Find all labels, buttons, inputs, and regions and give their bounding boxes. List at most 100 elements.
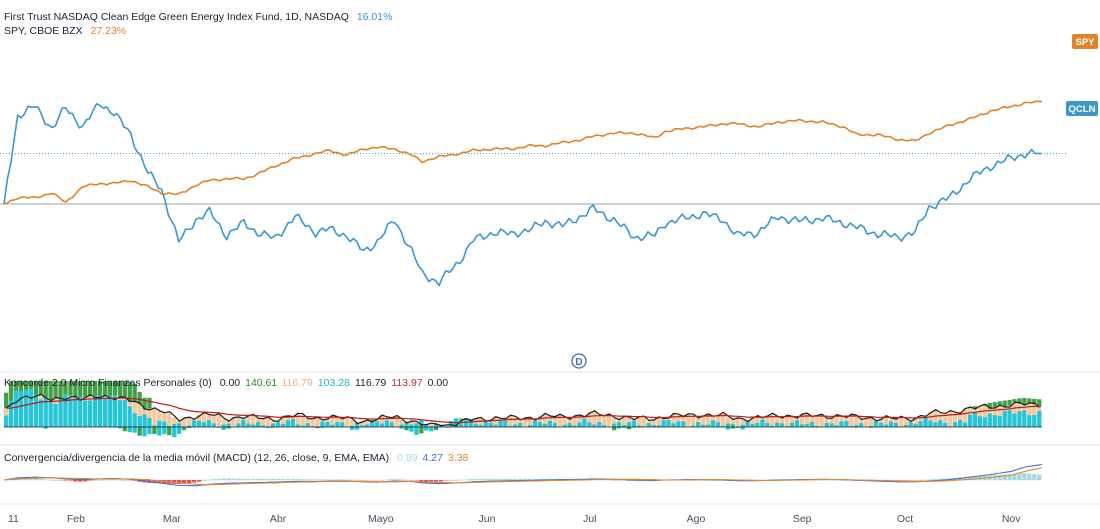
macd-histogram-bar: [88, 480, 93, 481]
macd-histogram-bar: [473, 478, 478, 480]
koncorde-cyan-bar: [977, 416, 982, 427]
koncorde-bar: [612, 418, 617, 427]
koncorde-bar: [394, 415, 399, 427]
koncorde-cyan-bar: [261, 425, 266, 427]
koncorde-bar: [261, 418, 266, 427]
koncorde-cyan-bar: [834, 425, 839, 427]
koncorde-cyan-bar: [982, 417, 987, 427]
macd-histogram-bar: [335, 479, 340, 480]
koncorde-cyan-bar: [498, 420, 503, 427]
koncorde-green-bar: [1037, 399, 1042, 408]
koncorde-cyan-bar: [13, 390, 19, 427]
koncorde-cyan-bar: [305, 423, 310, 427]
koncorde-negative-bar: [735, 427, 740, 428]
qcln-line[interactable]: [3, 103, 1043, 287]
koncorde-bar: [513, 417, 518, 427]
koncorde-negative-bar: [612, 427, 617, 431]
koncorde-cyan-bar: [878, 422, 884, 427]
macd-histogram-bar: [325, 479, 330, 480]
koncorde-green-bar: [53, 381, 58, 398]
koncorde-cyan-bar: [280, 424, 286, 427]
koncorde-bar: [577, 415, 582, 427]
macd-histogram-bar: [38, 478, 43, 480]
koncorde-green-bar: [122, 381, 127, 399]
macd-histogram-bar: [102, 479, 108, 481]
koncorde-cyan-bar: [696, 422, 701, 427]
macd-histogram-bar: [943, 478, 948, 480]
koncorde-green-bar: [1022, 397, 1027, 406]
macd-histogram-bar: [364, 480, 370, 481]
macd-histogram-bar: [409, 480, 414, 481]
koncorde-bar: [849, 414, 854, 427]
koncorde-green-bar: [68, 381, 73, 396]
koncorde-bar: [958, 412, 963, 427]
koncorde-green-bar: [8, 381, 14, 406]
koncorde-bar: [854, 416, 859, 427]
macd-histogram-bar: [1002, 474, 1007, 480]
koncorde-bar: [350, 420, 355, 427]
koncorde-negative-bar: [730, 427, 735, 429]
koncorde-bar: [236, 417, 241, 427]
koncorde-green-bar: [1017, 398, 1022, 404]
macd-histogram-bar: [379, 480, 384, 481]
macd-histogram-bar: [48, 479, 53, 481]
dividend-event-marker[interactable]: D: [571, 353, 587, 369]
koncorde-bar: [597, 415, 602, 427]
koncorde-cyan-bar: [839, 421, 844, 427]
koncorde-cyan-bar: [335, 422, 340, 427]
koncorde-cyan-bar: [33, 394, 38, 427]
macd-histogram-bar: [107, 479, 113, 481]
koncorde-cyan-bar: [552, 423, 557, 427]
koncorde-cyan-bar: [83, 400, 88, 427]
macd-histogram-bar: [523, 478, 528, 480]
koncorde-cyan-bar: [730, 423, 735, 427]
koncorde-value-5: 113.97: [391, 377, 422, 389]
koncorde-bar: [280, 415, 286, 427]
koncorde-cyan-bar: [226, 423, 231, 427]
koncorde-negative-bar: [226, 427, 231, 429]
macd-histogram-bar: [493, 478, 498, 480]
qcln-price-badge[interactable]: QCLN: [1066, 101, 1098, 116]
koncorde-green-bar: [33, 381, 38, 395]
macd-signal-line: [3, 467, 1043, 486]
koncorde-bar: [409, 419, 414, 427]
koncorde-cyan-bar: [369, 420, 375, 427]
spy-price-badge[interactable]: SPY: [1072, 34, 1098, 49]
koncorde-bar: [903, 419, 908, 427]
macd-legend[interactable]: Convergencia/divergencia de la media móv…: [4, 452, 469, 464]
koncorde-bar: [824, 418, 829, 427]
koncorde-negative-bar: [132, 427, 137, 433]
koncorde-cyan-bar: [923, 417, 928, 427]
macd-histogram-bar: [1012, 473, 1017, 480]
koncorde-green-bar: [102, 381, 108, 396]
koncorde-negative-bar: [157, 427, 162, 436]
koncorde-cyan-bar: [409, 424, 414, 427]
koncorde-cyan-bar: [434, 423, 439, 427]
koncorde-bar: [537, 415, 543, 427]
koncorde-cyan-bar: [1002, 411, 1007, 427]
koncorde-cyan-bar: [122, 400, 127, 427]
spy-line[interactable]: [3, 100, 1043, 205]
koncorde-bar: [167, 411, 172, 427]
koncorde-cyan-bar: [933, 422, 938, 427]
koncorde-bar: [478, 418, 483, 427]
macd-histogram-bar: [607, 479, 612, 481]
koncorde-green-bar: [127, 381, 132, 402]
koncorde-cyan-bar: [468, 418, 473, 427]
koncorde-bar: [157, 410, 162, 427]
koncorde-green-bar: [112, 381, 117, 399]
koncorde-legend[interactable]: Koncorde 2.0 Micro Finanzas Personales (…: [4, 377, 448, 389]
koncorde-cyan-bar: [651, 425, 656, 427]
koncorde-bar: [671, 413, 676, 427]
koncorde-negative-bar: [172, 427, 177, 438]
koncorde-green-bar: [97, 381, 103, 397]
koncorde-cyan-bar: [631, 420, 636, 427]
macd-histogram-bar: [439, 480, 444, 482]
macd-histogram-bar: [1027, 473, 1032, 480]
macd-histogram-bar: [369, 480, 375, 481]
macd-histogram-bar: [246, 478, 251, 480]
koncorde-bar: [523, 417, 528, 427]
koncorde-cyan-bar: [646, 423, 651, 427]
koncorde-cyan-bar: [28, 388, 33, 427]
